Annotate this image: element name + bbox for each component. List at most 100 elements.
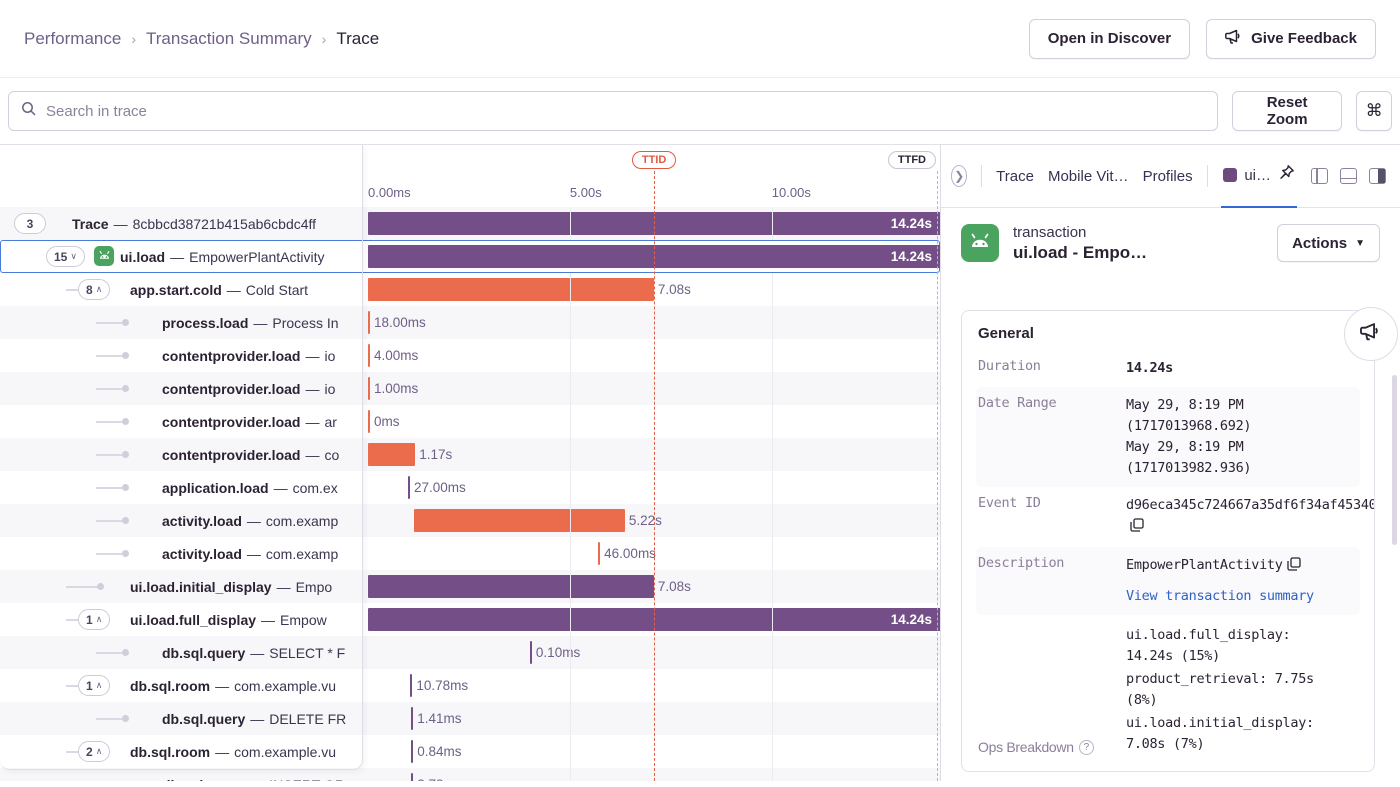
trace-waterfall-view: TTID TTFD 0.00ms 5.00s 10.00s 3 Trace —8cbbc… xyxy=(0,144,1400,781)
tab-active-ui-load[interactable]: ui… xyxy=(1221,145,1297,208)
span-row-db.sql.query[interactable]: db.sql.query — DELETE FR 1.41ms xyxy=(0,702,940,735)
span-bar-cell: 7.08s xyxy=(363,273,940,306)
leaf-dot-icon xyxy=(122,484,129,491)
shortcut-command-button[interactable]: ⌘ xyxy=(1356,91,1392,131)
span-row-process.load[interactable]: process.load — Process In 18.00ms xyxy=(0,306,940,339)
span-duration-bar[interactable] xyxy=(368,443,416,466)
span-row-contentprovider.load[interactable]: contentprovider.load — io 1.00ms xyxy=(0,372,940,405)
span-duration-bar[interactable] xyxy=(368,278,654,301)
span-duration-bar[interactable] xyxy=(598,542,601,565)
megaphone-icon xyxy=(1225,29,1243,49)
span-count-pill[interactable]: 2 ∧ xyxy=(78,741,111,762)
transaction-header: transaction ui.load - Empo… Actions ▼ xyxy=(941,208,1400,263)
search-box[interactable] xyxy=(8,91,1218,131)
span-row-Trace[interactable]: 3 Trace —8cbbcd38721b415ab6cbdc4ff 14.24s xyxy=(0,207,940,240)
span-tree-cell: activity.load — com.examp xyxy=(0,537,363,570)
span-duration-bar[interactable] xyxy=(411,773,414,781)
span-label: process.load — Process In xyxy=(162,314,339,331)
panel-left-layout-icon[interactable] xyxy=(1311,168,1328,184)
span-tree-cell: application.load — com.ex xyxy=(0,471,363,504)
span-label: contentprovider.load — ar xyxy=(162,413,337,430)
span-row-db.sql.room[interactable]: 2 ∧ db.sql.room — com.example.vu 0.84ms xyxy=(0,735,940,768)
collapse-panel-icon[interactable]: ❯ xyxy=(951,165,968,187)
span-duration-bar[interactable] xyxy=(407,476,410,499)
span-duration-bar[interactable] xyxy=(411,740,414,763)
span-duration-label: 46.00ms xyxy=(604,546,656,561)
panel-bottom-layout-icon[interactable] xyxy=(1340,168,1357,184)
feedback-fab[interactable] xyxy=(1344,307,1398,361)
reset-zoom-button[interactable]: Reset Zoom xyxy=(1232,91,1343,131)
span-bar-cell: 27.00ms xyxy=(363,471,940,504)
tab-mobile-vitals[interactable]: Mobile Vit… xyxy=(1047,167,1129,185)
leaf-dot-icon xyxy=(122,550,129,557)
span-duration-label: 0.10ms xyxy=(535,645,581,660)
leaf-dot-icon xyxy=(122,715,129,722)
span-count-pill[interactable]: 1 ∧ xyxy=(78,609,111,630)
span-row-contentprovider.load[interactable]: contentprovider.load — ar 0ms xyxy=(0,405,940,438)
copy-icon[interactable] xyxy=(1130,518,1144,539)
search-input[interactable] xyxy=(46,102,1205,120)
breadcrumb-performance[interactable]: Performance xyxy=(24,28,122,48)
span-row-app.start.cold[interactable]: 8 ∧ app.start.cold — Cold Start 7.08s xyxy=(0,273,940,306)
span-bar-cell: 10.78ms xyxy=(363,669,940,702)
actions-button[interactable]: Actions ▼ xyxy=(1277,224,1380,262)
span-row-db.sql.query[interactable]: db.sql.query — SELECT * F 0.10ms xyxy=(0,636,940,669)
pin-icon[interactable] xyxy=(1278,164,1295,186)
span-duration-label: 1.00ms xyxy=(374,381,419,396)
span-bar-cell: 5.22s xyxy=(363,504,940,537)
field-value: d96eca345c724667a35df6f34af45340 xyxy=(1126,495,1374,539)
span-count-pill[interactable]: 3 xyxy=(14,213,46,234)
tab-trace[interactable]: Trace xyxy=(996,167,1034,185)
span-row-ui.load.initial_display[interactable]: ui.load.initial_display — Empo 7.08s xyxy=(0,570,940,603)
span-count-pill[interactable]: 1 ∧ xyxy=(78,675,111,696)
details-tab-bar: ❯ Trace Mobile Vit… Profiles ui… xyxy=(941,145,1400,208)
panel-scrollbar[interactable] xyxy=(1392,375,1397,545)
span-row-application.load[interactable]: application.load — com.ex 27.00ms xyxy=(0,471,940,504)
span-count-pill[interactable]: 8 ∧ xyxy=(78,279,111,300)
ttid-marker-line xyxy=(653,171,655,781)
span-duration-bar[interactable] xyxy=(410,674,413,697)
span-row-db.sql.query[interactable]: db.sql.query—INSERT OR 2.78ms xyxy=(0,768,940,781)
leaf-dot-icon xyxy=(122,385,129,392)
span-duration-bar[interactable] xyxy=(411,707,414,730)
span-duration-bar[interactable] xyxy=(368,344,370,367)
span-row-activity.load[interactable]: activity.load — com.examp 46.00ms xyxy=(0,537,940,570)
span-duration-bar[interactable] xyxy=(414,509,625,532)
span-duration-bar[interactable] xyxy=(368,311,370,334)
leaf-dot-icon xyxy=(122,418,129,425)
field-key: Duration xyxy=(978,358,1041,374)
tab-profiles[interactable]: Profiles xyxy=(1142,167,1193,185)
span-count-pill[interactable]: 15 ∨ xyxy=(46,246,85,267)
view-transaction-summary-link[interactable]: View transaction summary xyxy=(1126,588,1314,604)
span-bar-cell: 4.00ms xyxy=(363,339,940,372)
transaction-title: ui.load - Empo… xyxy=(1013,243,1148,262)
copy-icon[interactable] xyxy=(1286,557,1301,578)
ttid-badge[interactable]: TTID xyxy=(631,151,677,169)
span-row-ui.load.full_display[interactable]: 1 ∧ ui.load.full_display — Empow 14.24s xyxy=(0,603,940,636)
breadcrumb-transaction-summary[interactable]: Transaction Summary xyxy=(146,28,312,48)
span-duration-label: 4.00ms xyxy=(374,348,419,363)
span-label: db.sql.room — com.example.vu xyxy=(130,743,337,760)
span-duration-bar[interactable] xyxy=(368,377,370,400)
span-row-contentprovider.load[interactable]: contentprovider.load — io 4.00ms xyxy=(0,339,940,372)
span-duration-label: 18.00ms xyxy=(374,315,426,330)
app-header: Performance › Transaction Summary › Trac… xyxy=(0,0,1400,78)
span-label: application.load — com.ex xyxy=(162,479,338,496)
open-in-discover-button[interactable]: Open in Discover xyxy=(1028,18,1191,59)
span-duration-bar[interactable] xyxy=(529,641,532,664)
give-feedback-button[interactable]: Give Feedback xyxy=(1206,18,1376,59)
field-value: 14.24s xyxy=(1126,360,1173,376)
span-duration-bar[interactable] xyxy=(368,575,654,598)
ttfd-badge[interactable]: TTFD xyxy=(887,151,936,169)
span-row-activity.load[interactable]: activity.load — com.examp 5.22s xyxy=(0,504,940,537)
span-row-contentprovider.load[interactable]: contentprovider.load — co 1.17s xyxy=(0,438,940,471)
span-row-ui.load[interactable]: 15 ∨ ui.load — EmpowerPlantActivity 14.24s xyxy=(0,240,940,273)
span-row-db.sql.room[interactable]: 1 ∧ db.sql.room — com.example.vu 10.78ms xyxy=(0,669,940,702)
field-key: Description xyxy=(978,555,1065,571)
span-duration-bar[interactable] xyxy=(368,410,370,433)
help-icon[interactable]: ? xyxy=(1078,739,1094,755)
span-duration-label: 2.78ms xyxy=(417,768,461,781)
panel-right-layout-icon[interactable] xyxy=(1369,168,1386,184)
gridline xyxy=(569,207,571,781)
trace-details-panel: ❯ Trace Mobile Vit… Profiles ui… xyxy=(940,145,1400,781)
